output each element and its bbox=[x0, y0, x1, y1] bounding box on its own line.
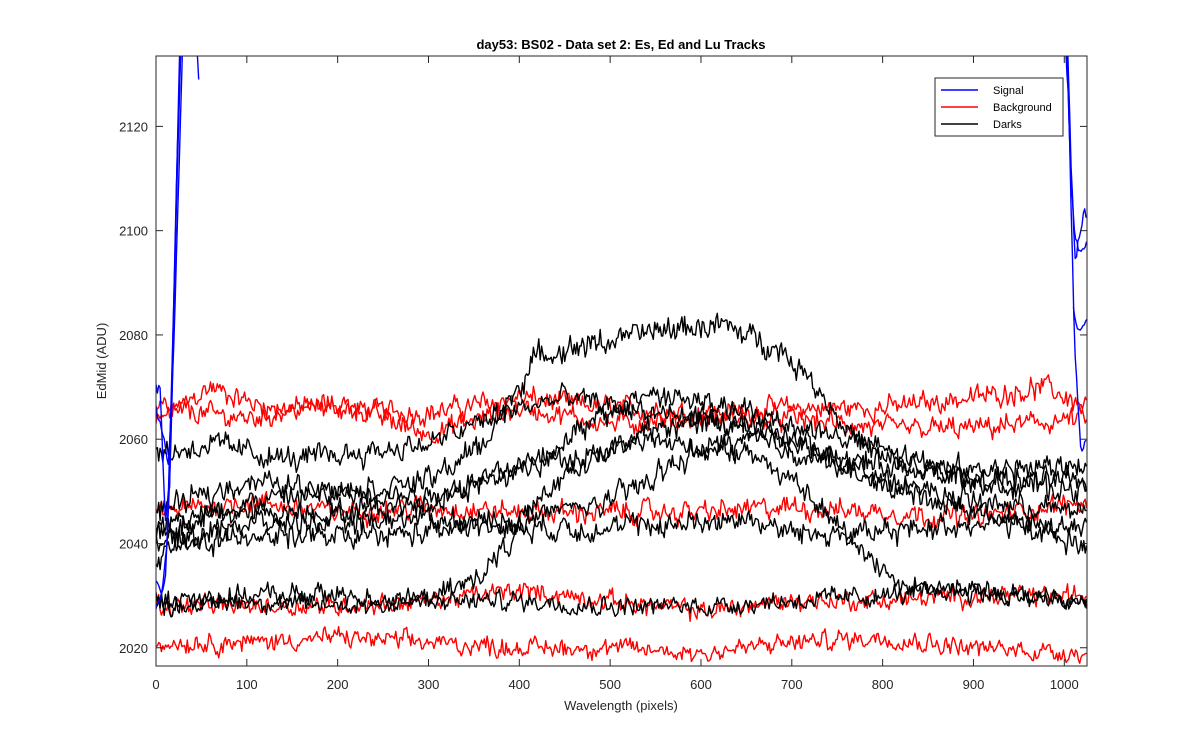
series-line-darks bbox=[156, 405, 1087, 541]
series-line-background bbox=[156, 626, 1087, 664]
y-tick-label: 2020 bbox=[119, 641, 148, 656]
series-line-signal bbox=[1066, 56, 1087, 252]
y-tick-label: 2080 bbox=[119, 328, 148, 343]
series-line-signal bbox=[1072, 307, 1087, 331]
x-tick-label: 1000 bbox=[1050, 677, 1079, 692]
x-tick-label: 100 bbox=[236, 677, 258, 692]
x-tick-label: 200 bbox=[327, 677, 349, 692]
chart-title: day53: BS02 - Data set 2: Es, Ed and Lu … bbox=[476, 37, 765, 52]
series-line-darks bbox=[156, 502, 1087, 552]
y-axis-label: EdMid (ADU) bbox=[94, 323, 109, 400]
legend-label-signal: Signal bbox=[993, 85, 1024, 97]
legend-label-darks: Darks bbox=[993, 119, 1022, 131]
x-axis-ticks: 0 100 200 300 400 500 600 700 800 900 1000 bbox=[152, 56, 1079, 692]
series-line-background bbox=[156, 490, 1087, 531]
x-axis-label: Wavelength (pixels) bbox=[564, 698, 678, 713]
x-tick-label: 400 bbox=[508, 677, 530, 692]
x-tick-label: 900 bbox=[963, 677, 985, 692]
series-line-signal bbox=[1067, 56, 1087, 260]
series-line-darks bbox=[156, 430, 1087, 571]
x-tick-label: 0 bbox=[152, 677, 159, 692]
series-line-background bbox=[156, 582, 1087, 622]
x-tick-label: 500 bbox=[599, 677, 621, 692]
y-tick-label: 2100 bbox=[119, 224, 148, 239]
y-tick-label: 2120 bbox=[119, 119, 148, 134]
series-line-signal bbox=[156, 56, 181, 610]
series-line-signal bbox=[196, 56, 200, 80]
legend: Signal Background Darks bbox=[934, 77, 1064, 137]
x-tick-label: 600 bbox=[690, 677, 712, 692]
x-tick-label: 700 bbox=[781, 677, 803, 692]
series-line-darks bbox=[156, 312, 1087, 522]
series-lines bbox=[156, 56, 1087, 664]
y-axis-ticks: 2020 2040 2060 2080 2100 2120 bbox=[119, 119, 1087, 656]
x-tick-label: 300 bbox=[418, 677, 440, 692]
y-tick-label: 2040 bbox=[119, 536, 148, 551]
x-tick-label: 800 bbox=[872, 677, 894, 692]
legend-label-background: Background bbox=[993, 102, 1052, 114]
y-tick-label: 2060 bbox=[119, 432, 148, 447]
series-line-darks bbox=[156, 581, 1087, 618]
plot-area-box bbox=[155, 55, 1088, 667]
